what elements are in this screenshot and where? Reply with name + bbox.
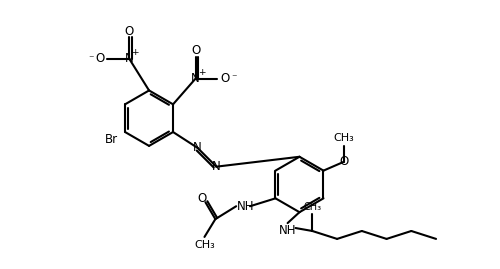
Text: O: O <box>95 52 104 65</box>
Text: ⁻: ⁻ <box>232 74 237 84</box>
Text: N: N <box>191 72 200 85</box>
Text: O: O <box>340 155 348 168</box>
Text: +: + <box>132 48 139 57</box>
Text: +: + <box>198 68 205 77</box>
Text: O: O <box>220 72 230 85</box>
Text: CH₃: CH₃ <box>194 240 215 250</box>
Text: O: O <box>197 192 206 205</box>
Text: NH: NH <box>279 224 296 236</box>
Text: O: O <box>124 24 134 38</box>
Text: Br: Br <box>104 133 118 146</box>
Text: CH₃: CH₃ <box>334 133 354 143</box>
Text: N: N <box>212 160 220 173</box>
Text: CH₃: CH₃ <box>304 202 322 212</box>
Text: ⁻: ⁻ <box>88 54 94 64</box>
Text: NH: NH <box>238 200 255 213</box>
Text: N: N <box>125 52 134 65</box>
Text: N: N <box>193 141 202 154</box>
Text: O: O <box>191 44 200 57</box>
